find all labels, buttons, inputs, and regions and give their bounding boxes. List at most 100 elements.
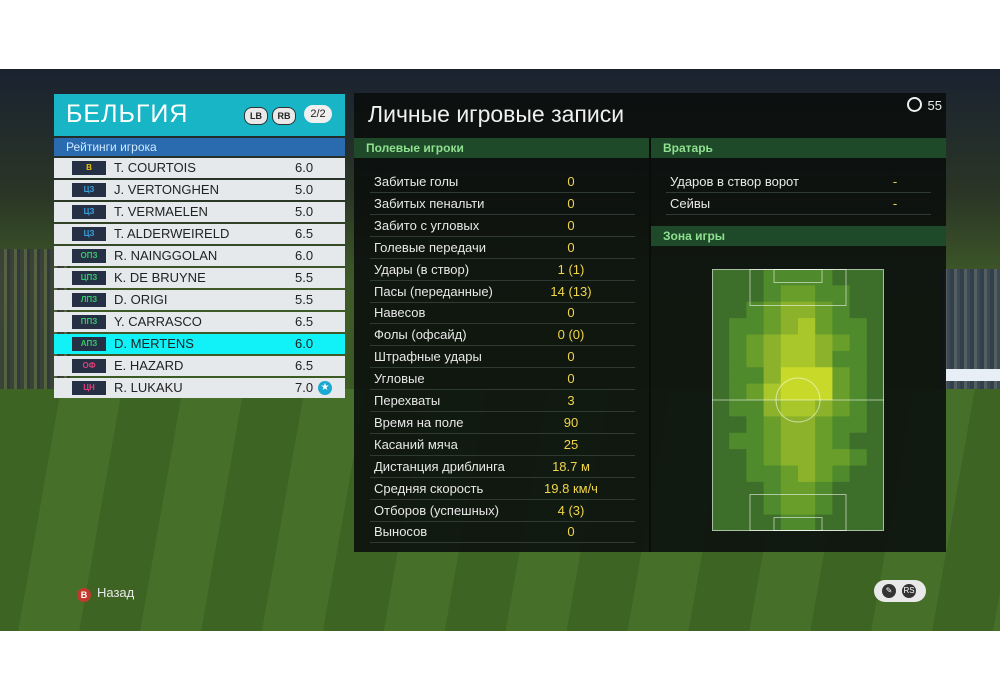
heatmap-cell bbox=[815, 514, 833, 531]
star-icon: ★ bbox=[318, 381, 332, 395]
heatmap-cell bbox=[832, 449, 851, 466]
heatmap-cell bbox=[763, 514, 782, 531]
position-badge: АПЗ bbox=[72, 337, 106, 351]
heatmap-cell bbox=[866, 400, 884, 417]
stat-value: 0 bbox=[567, 217, 575, 233]
heatmap-cell bbox=[780, 350, 799, 368]
heatmap-cell bbox=[780, 481, 799, 499]
ratings-header: Рейтинги игрока bbox=[54, 138, 345, 156]
player-row[interactable]: ЦЗ J. VERTONGHEN 5.0 bbox=[54, 180, 345, 200]
heatmap-cell bbox=[763, 465, 782, 483]
stat-row: Забито с угловых 0 bbox=[370, 215, 635, 237]
heatmap-cell bbox=[815, 285, 833, 303]
heatmap-cell bbox=[712, 432, 730, 450]
stat-row: Угловые 0 bbox=[370, 368, 635, 391]
heatmap-cell bbox=[746, 400, 765, 417]
heatmap-cell bbox=[746, 318, 765, 335]
heatmap-cell bbox=[832, 498, 851, 516]
player-name: T. ALDERWEIRELD bbox=[114, 226, 230, 241]
stat-row: Средняя скорость 19.8 км/ч bbox=[370, 478, 635, 500]
heatmap-cell bbox=[798, 350, 816, 368]
stat-value: 3 bbox=[567, 393, 575, 408]
stat-label: Время на поле bbox=[374, 414, 464, 430]
heatmap-cell bbox=[815, 350, 833, 368]
stat-row: Голевые передачи 0 bbox=[370, 237, 635, 259]
heatmap-cell bbox=[780, 416, 799, 434]
player-name: R. LUKAKU bbox=[114, 380, 183, 395]
heatmap-cell bbox=[849, 383, 868, 401]
player-row[interactable]: ОПЗ R. NAINGGOLAN 6.0 bbox=[54, 246, 345, 266]
heatmap-cell bbox=[815, 383, 833, 401]
stat-label: Фолы (офсайд) bbox=[374, 327, 467, 343]
player-row[interactable]: ЦПЗ K. DE BRUYNE 5.5 bbox=[54, 268, 345, 288]
heatmap-cell bbox=[780, 301, 799, 319]
position-badge: ОФ bbox=[72, 359, 106, 373]
heatmap-cell bbox=[832, 318, 851, 335]
gk-stat-label: Сейвы bbox=[670, 196, 711, 211]
heatmap-cell bbox=[712, 481, 730, 499]
heatmap-cell bbox=[866, 383, 884, 401]
heatmap-cell bbox=[798, 400, 816, 417]
player-row[interactable]: В T. COURTOIS 6.0 bbox=[54, 158, 345, 178]
heatmap-cell bbox=[763, 400, 782, 417]
player-rating: 5.5 bbox=[295, 270, 314, 285]
stat-row: Пасы (переданные) 14 (13) bbox=[370, 281, 635, 303]
heatmap-cell bbox=[815, 449, 833, 466]
stat-value: 90 bbox=[563, 414, 579, 430]
stat-row: Удары (в створ) 1 (1) bbox=[370, 259, 635, 281]
position-badge: ЦЗ bbox=[72, 227, 106, 241]
player-row[interactable]: ЦЗ T. ALDERWEIRELD 6.5 bbox=[54, 224, 345, 244]
heatmap-cell bbox=[849, 334, 868, 352]
player-row[interactable]: ЦН R. LUKAKU 7.0 ★ bbox=[54, 378, 345, 398]
player-rating: 6.0 bbox=[295, 336, 314, 351]
heatmap-cell bbox=[763, 367, 782, 385]
heatmap-cell bbox=[712, 383, 730, 401]
heatmap-cell bbox=[815, 334, 833, 352]
heatmap-cell bbox=[780, 285, 799, 303]
heatmap-cell bbox=[712, 416, 730, 434]
stat-label: Перехваты bbox=[374, 393, 441, 408]
heatmap-cell bbox=[712, 400, 730, 417]
heatmap-cell bbox=[849, 269, 868, 286]
heatmap-cell bbox=[729, 465, 747, 483]
heatmap-cell bbox=[866, 269, 884, 286]
rb-button-icon[interactable]: RB bbox=[272, 107, 296, 125]
player-rating: 7.0 bbox=[295, 380, 314, 395]
heatmap-cell bbox=[763, 301, 782, 319]
game-screen: БЕЛЬГИЯ LB RB 2/2 Рейтинги игрока В T. CO… bbox=[0, 69, 1000, 631]
heatmap-cell bbox=[798, 416, 816, 434]
stat-value: 0 bbox=[567, 195, 575, 211]
player-row[interactable]: ЦЗ T. VERMAELEN 5.0 bbox=[54, 202, 345, 222]
player-row[interactable]: АПЗ D. MERTENS 6.0 bbox=[54, 334, 345, 354]
player-row[interactable]: ЛПЗ D. ORIGI 5.5 bbox=[54, 290, 345, 310]
heatmap-cell bbox=[866, 350, 884, 368]
heatmap-cell bbox=[849, 301, 868, 319]
stat-row: Штрафные удары 0 bbox=[370, 346, 635, 369]
heatmap-cell bbox=[712, 301, 730, 319]
field-players-header: Полевые игроки bbox=[354, 138, 649, 158]
player-row[interactable]: ППЗ Y. CARRASCO 6.5 bbox=[54, 312, 345, 332]
heatmap-cell bbox=[832, 301, 851, 319]
stat-row: Перехваты 3 bbox=[370, 390, 635, 412]
heatmap-cell bbox=[815, 498, 833, 516]
heatmap-cell bbox=[798, 334, 816, 352]
stat-row: Дистанция дриблинга 18.7 м bbox=[370, 456, 635, 478]
centre-circle bbox=[775, 377, 821, 423]
lb-button-icon[interactable]: LB bbox=[244, 107, 268, 125]
stat-label: Дистанция дриблинга bbox=[374, 458, 505, 474]
heatmap-cell bbox=[832, 481, 851, 499]
back-button[interactable]: B Назад bbox=[77, 585, 134, 602]
chat-rs-button[interactable]: ✎ RS bbox=[874, 580, 926, 602]
stat-row: Время на поле 90 bbox=[370, 412, 635, 434]
heatmap-cell bbox=[763, 449, 782, 466]
player-name: D. MERTENS bbox=[114, 336, 194, 351]
b-button-icon: B bbox=[77, 588, 91, 602]
heatmap-cell bbox=[746, 514, 765, 531]
heatmap-cell bbox=[729, 285, 747, 303]
heatmap-cell bbox=[832, 269, 851, 286]
heatmap-cell bbox=[866, 498, 884, 516]
heatmap-cell bbox=[866, 432, 884, 450]
gk-stat-label: Ударов в створ ворот bbox=[670, 174, 799, 189]
player-row[interactable]: ОФ E. HAZARD 6.5 bbox=[54, 356, 345, 376]
stat-label: Выносов bbox=[374, 524, 428, 540]
